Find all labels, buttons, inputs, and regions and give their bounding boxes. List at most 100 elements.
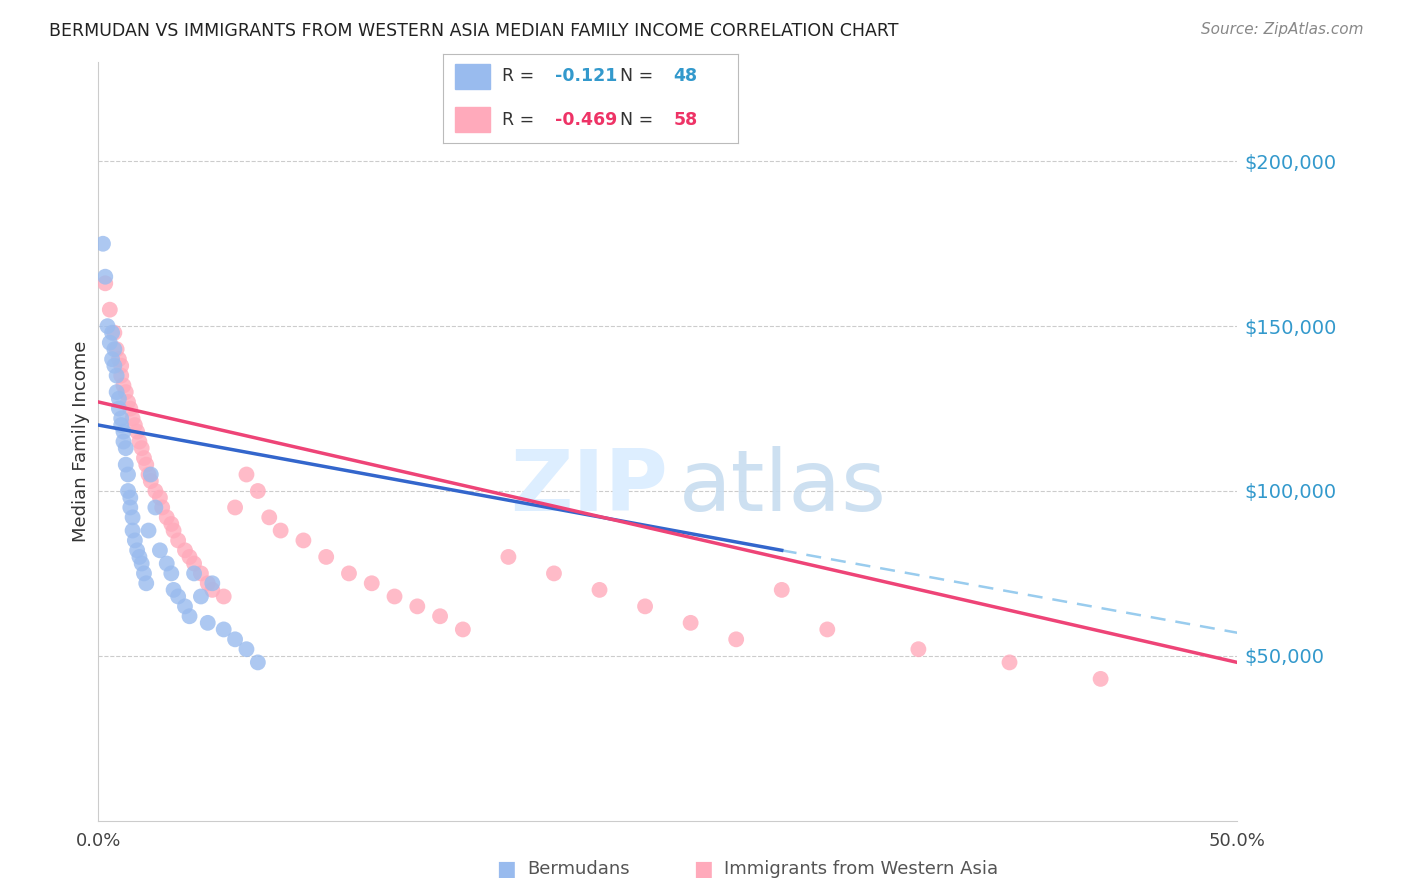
Point: [132, 566, 155, 581]
Point: [201, 576, 224, 591]
Point: [246, 656, 269, 670]
Point: [105, 385, 128, 400]
Bar: [454, 64, 491, 89]
Point: [114, 385, 136, 400]
Point: [197, 615, 219, 630]
Point: [121, 510, 143, 524]
Point: [121, 524, 143, 538]
Point: [145, 483, 167, 498]
Point: [197, 576, 219, 591]
Text: -0.121: -0.121: [555, 67, 617, 86]
Text: R =: R =: [502, 67, 540, 86]
Point: [149, 491, 172, 505]
Text: ZIP: ZIP: [510, 445, 668, 529]
Point: [120, 401, 142, 416]
Point: [121, 411, 143, 425]
Point: [114, 441, 136, 455]
Point: [815, 623, 838, 637]
Point: [1090, 672, 1112, 686]
Point: [110, 368, 132, 383]
Point: [108, 392, 131, 406]
Point: [138, 524, 160, 538]
Point: [167, 533, 190, 548]
Point: [770, 582, 793, 597]
Point: [174, 599, 197, 614]
Point: [110, 359, 132, 373]
Text: -0.469: -0.469: [555, 111, 617, 128]
Point: [101, 352, 124, 367]
Point: [167, 590, 190, 604]
Text: N =: N =: [620, 111, 659, 128]
Point: [384, 590, 406, 604]
Point: [162, 582, 184, 597]
Text: atlas: atlas: [679, 445, 887, 529]
Y-axis label: Median Family Income: Median Family Income: [72, 341, 90, 542]
Point: [190, 590, 212, 604]
Point: [292, 533, 315, 548]
Point: [725, 632, 748, 647]
Point: [138, 467, 160, 482]
Point: [112, 378, 135, 392]
Point: [101, 326, 124, 340]
Point: [224, 500, 246, 515]
Point: [132, 450, 155, 465]
Point: [156, 510, 179, 524]
Point: [124, 533, 146, 548]
Point: [135, 576, 157, 591]
Point: [139, 474, 162, 488]
Point: [634, 599, 657, 614]
Text: ■: ■: [693, 859, 713, 879]
Point: [131, 557, 153, 571]
Point: [103, 359, 125, 373]
Point: [135, 458, 157, 472]
Text: ■: ■: [496, 859, 516, 879]
Text: Immigrants from Western Asia: Immigrants from Western Asia: [724, 860, 998, 878]
Point: [110, 411, 132, 425]
Point: [117, 395, 139, 409]
Text: BERMUDAN VS IMMIGRANTS FROM WESTERN ASIA MEDIAN FAMILY INCOME CORRELATION CHART: BERMUDAN VS IMMIGRANTS FROM WESTERN ASIA…: [49, 22, 898, 40]
Text: N =: N =: [620, 67, 659, 86]
Point: [120, 491, 142, 505]
Text: Bermudans: Bermudans: [527, 860, 630, 878]
Point: [105, 368, 128, 383]
Point: [131, 441, 153, 455]
Point: [246, 483, 269, 498]
Point: [94, 277, 117, 291]
Point: [91, 236, 114, 251]
Point: [127, 425, 149, 439]
Text: 48: 48: [673, 67, 697, 86]
Point: [108, 352, 131, 367]
Point: [114, 458, 136, 472]
Point: [117, 483, 139, 498]
Point: [179, 609, 201, 624]
Point: [110, 418, 132, 433]
Point: [212, 590, 235, 604]
Point: [224, 632, 246, 647]
Point: [190, 566, 212, 581]
Point: [112, 425, 135, 439]
Point: [201, 582, 224, 597]
Point: [235, 467, 257, 482]
Point: [103, 326, 125, 340]
Point: [127, 543, 149, 558]
Point: [543, 566, 565, 581]
Point: [360, 576, 382, 591]
Point: [406, 599, 429, 614]
Text: R =: R =: [502, 111, 540, 128]
Point: [588, 582, 610, 597]
Point: [259, 510, 281, 524]
Point: [105, 343, 128, 357]
Point: [98, 302, 121, 317]
Point: [315, 549, 337, 564]
Point: [498, 549, 520, 564]
Point: [451, 623, 474, 637]
Point: [179, 549, 201, 564]
Text: Source: ZipAtlas.com: Source: ZipAtlas.com: [1201, 22, 1364, 37]
Point: [998, 656, 1021, 670]
Point: [212, 623, 235, 637]
Point: [98, 335, 121, 350]
Point: [907, 642, 929, 657]
Point: [156, 557, 179, 571]
Point: [429, 609, 451, 624]
Point: [117, 467, 139, 482]
